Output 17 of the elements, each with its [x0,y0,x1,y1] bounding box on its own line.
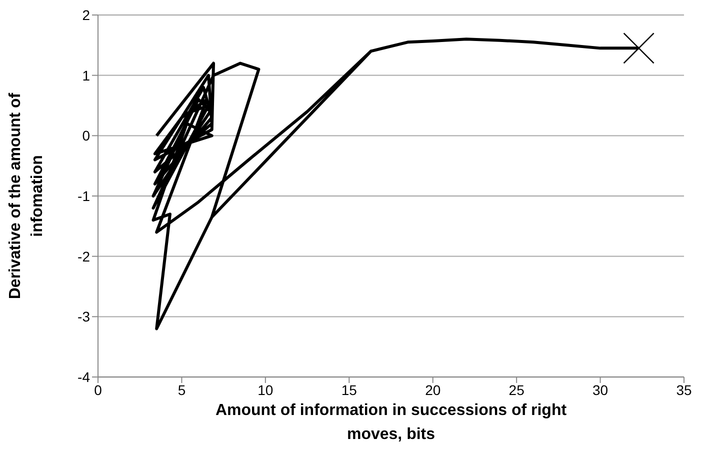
x-tick-label: 30 [592,382,608,398]
x-tick-label: 5 [178,382,186,398]
x-tick-label: 25 [508,382,525,398]
x-tick-label: 10 [258,382,274,398]
y-tick-label: 2 [82,6,90,23]
x-axis-title: Amount of information in successions of right moves, bits [215,402,568,443]
x-tick-label: 35 [676,382,692,398]
y-tick-label: -1 [78,188,90,204]
x-tick-label: 20 [425,382,441,398]
y-tick-label: -2 [78,248,90,264]
y-tick-label: -3 [78,308,90,325]
y-tick-label: -4 [78,368,90,385]
x-tick-label: 0 [94,382,102,398]
y-tick-label: 1 [82,67,90,84]
y-tick-label: 0 [82,128,90,144]
x-tick-label: 15 [341,382,358,398]
y-axis-title: Derivative of the amount of infomation [7,92,46,300]
